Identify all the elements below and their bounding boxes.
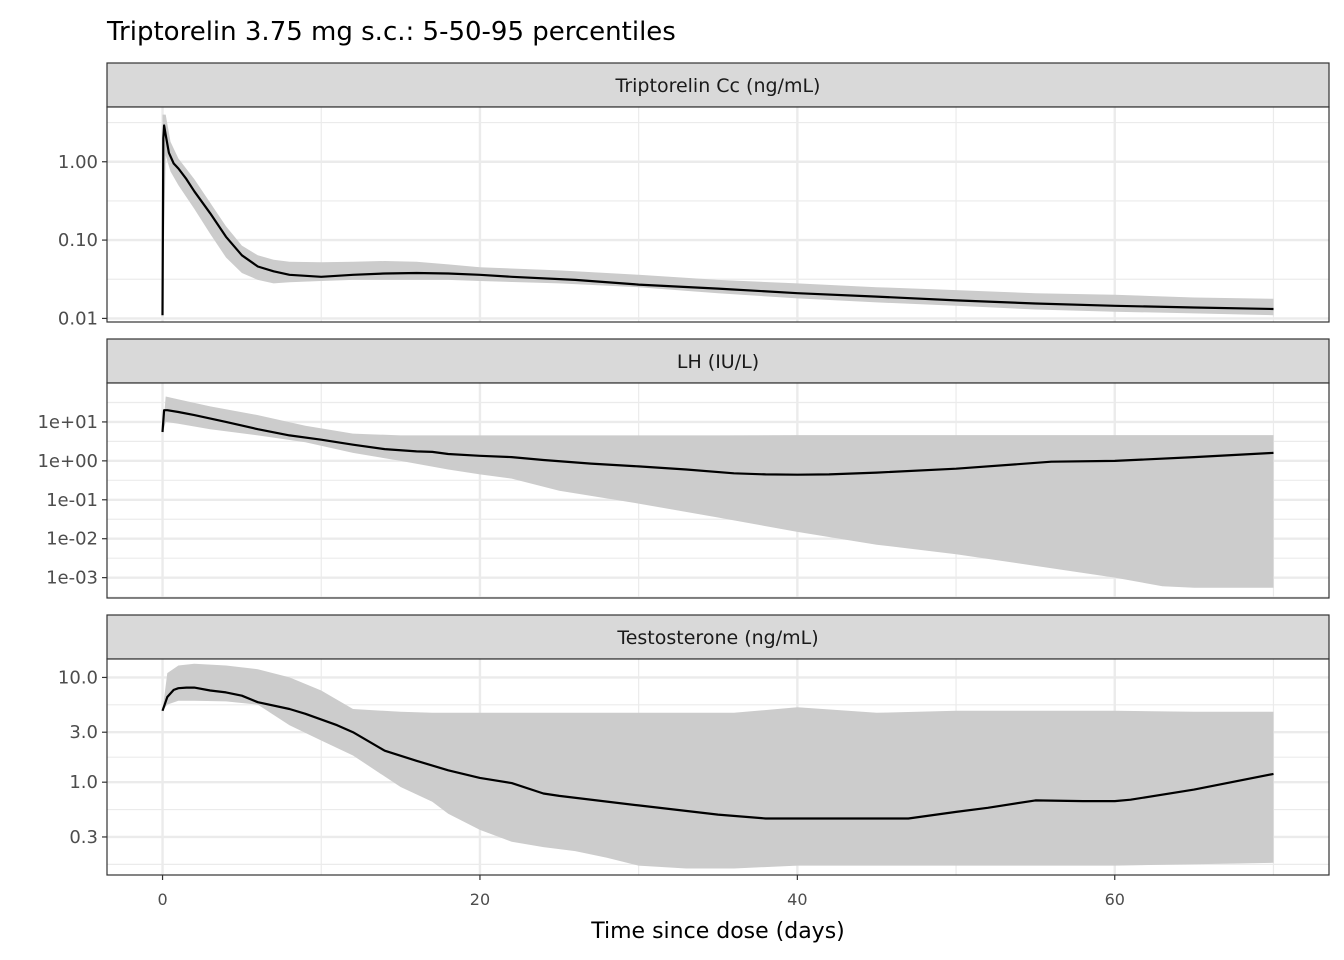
facet-strip-label-1: LH (IU/L)	[677, 351, 759, 373]
facet-panel-1: LH (IU/L) 1e-03 1e-02 1e-01 1e+00 1e+01	[37, 338, 1330, 599]
y-tick-label-0: 0.10	[58, 230, 98, 251]
facet-panel-0: Triptorelin Cc (ng/mL) 0.01 0.10 1.00	[58, 62, 1330, 329]
median-line-1	[161, 409, 1274, 476]
panel-border-0	[106, 106, 1330, 323]
facet-strip-label-2: Testosterone (ng/mL)	[616, 627, 818, 649]
y-tick-label-2: 10.0	[58, 667, 98, 688]
median-line-2	[161, 686, 1274, 820]
y-tick-label-1: 1e-03	[46, 568, 98, 589]
percentile-band-1	[162, 396, 1274, 588]
x-tick-label-3: 60	[1105, 890, 1125, 909]
y-tick-label-2: 1.0	[69, 772, 98, 793]
facet-panels: Triptorelin Cc (ng/mL) 0.01 0.10 1.00 LH (IU…	[37, 62, 1330, 876]
x-axis: 0 20 40 60	[157, 875, 1125, 909]
y-tick-label-1: 1e-01	[46, 490, 98, 511]
facet-strip-0	[106, 62, 1330, 108]
panel-border-1	[106, 382, 1330, 599]
y-tick-label-2: 3.0	[69, 722, 98, 743]
y-tick-label-2: 0.3	[69, 827, 98, 848]
y-tick-label-1: 1e+00	[37, 451, 98, 472]
facet-panel-2: Testosterone (ng/mL) 0.3 1.0 3.0 10.0	[58, 614, 1330, 876]
x-tick-label-0: 0	[157, 890, 167, 909]
x-tick-label-2: 40	[787, 890, 807, 909]
y-tick-label-0: 1.00	[58, 152, 98, 173]
chart-title: Triptorelin 3.75 mg s.c.: 5-50-95 percen…	[106, 17, 676, 47]
y-tick-label-1: 1e-02	[46, 529, 98, 550]
x-tick-label-1: 20	[470, 890, 490, 909]
facet-strip-1	[106, 338, 1330, 384]
facet-strip-label-0: Triptorelin Cc (ng/mL)	[615, 75, 821, 97]
y-tick-label-1: 1e+01	[37, 412, 98, 433]
percentile-band-0	[162, 114, 1274, 316]
y-tick-label-0: 0.01	[58, 308, 98, 329]
panel-border-2	[106, 658, 1330, 876]
median-line-0	[161, 124, 1274, 316]
facet-strip-2	[106, 614, 1330, 660]
percentile-band-2	[162, 663, 1274, 869]
x-axis-label: Time since dose (days)	[590, 919, 844, 944]
